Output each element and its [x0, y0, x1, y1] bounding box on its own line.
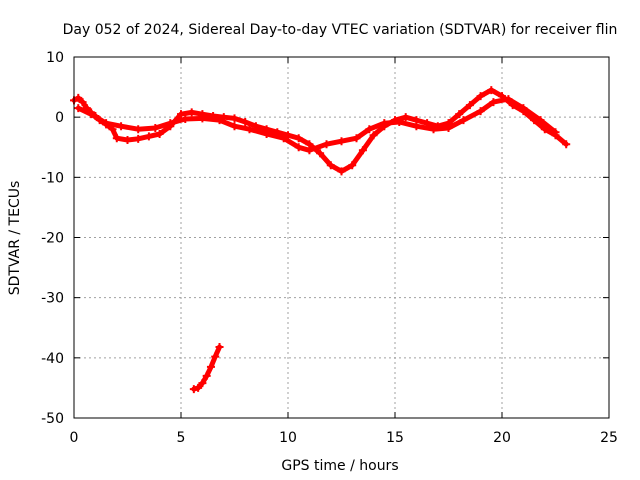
x-tick-label: 20	[493, 430, 511, 446]
data-point	[189, 385, 198, 394]
y-tick-label: -20	[41, 231, 64, 247]
data-point	[123, 136, 132, 145]
data-point	[294, 134, 303, 143]
data-point	[294, 143, 303, 152]
data-point	[279, 134, 288, 143]
data-point	[358, 146, 367, 155]
data-point	[74, 93, 83, 102]
plot-frame	[73, 56, 610, 419]
data-point	[241, 117, 250, 126]
data-point	[326, 161, 335, 170]
data-point	[322, 140, 331, 149]
data-point	[187, 108, 196, 117]
data-point	[476, 107, 485, 116]
data-point	[102, 119, 111, 128]
data-point	[316, 149, 325, 158]
x-tick-label: 5	[177, 430, 186, 446]
data-point	[395, 117, 404, 126]
data-point	[401, 113, 410, 122]
y-tick-label: -30	[41, 291, 64, 307]
y-axis-label: SDTVAR / TECUs	[7, 181, 23, 296]
data-point	[74, 104, 83, 113]
data-point	[519, 104, 528, 113]
data-point	[215, 343, 224, 352]
data-point	[206, 362, 215, 371]
data-point	[134, 134, 143, 143]
data-point	[134, 125, 143, 134]
data-point	[155, 130, 164, 139]
data-point	[112, 134, 121, 143]
data-point	[177, 110, 185, 119]
data-point	[455, 110, 464, 119]
data-point	[78, 98, 87, 107]
x-axis-label: GPS time / hours	[281, 458, 398, 474]
data-point	[348, 161, 357, 170]
data-point	[476, 92, 485, 101]
data-point	[230, 122, 239, 131]
data-point	[487, 86, 496, 95]
axis-ticks: 0 5 10 15 20 25 10 0 -10 -20 -30 -40 -50	[41, 50, 618, 446]
data-point	[365, 125, 374, 134]
data-point	[166, 119, 175, 128]
data-point	[211, 352, 220, 361]
y-tick-label: -50	[41, 411, 64, 427]
data-point	[305, 146, 314, 155]
data-points	[70, 86, 571, 394]
x-tick-label: 15	[386, 430, 404, 446]
data-point	[215, 116, 224, 125]
data-point	[465, 101, 474, 110]
data-point	[87, 110, 96, 119]
data-point	[352, 134, 361, 143]
y-tick-label: 10	[46, 50, 64, 66]
data-point	[117, 122, 126, 131]
data-point	[551, 128, 560, 137]
data-point	[369, 131, 378, 140]
series-trace-main-track	[71, 87, 569, 174]
data-point	[337, 137, 346, 146]
data-point	[459, 116, 468, 125]
data-point	[444, 123, 453, 132]
data-point	[536, 116, 545, 125]
data-point	[337, 167, 346, 176]
x-tick-label: 10	[279, 430, 297, 446]
data-point	[198, 114, 207, 123]
data-point	[489, 98, 498, 107]
data-point	[284, 131, 292, 140]
y-tick-label: -10	[41, 170, 64, 186]
data-point	[429, 125, 438, 134]
data-point	[202, 371, 211, 380]
data-point	[504, 95, 513, 104]
data-point	[230, 114, 239, 123]
chart-title: Day 052 of 2024, Sidereal Day-to-day VTE…	[63, 22, 618, 38]
data-point	[198, 379, 207, 388]
data-point	[181, 114, 190, 123]
data-point	[245, 125, 254, 134]
data-point	[144, 132, 153, 141]
data-point	[151, 123, 160, 132]
y-tick-label: 0	[55, 110, 64, 126]
data-point	[562, 140, 571, 149]
data-point	[380, 119, 389, 128]
data-point	[412, 122, 421, 131]
x-tick-label: 0	[70, 430, 79, 446]
data-point	[262, 130, 271, 139]
y-tick-label: -40	[41, 351, 64, 367]
data-point	[194, 383, 203, 392]
x-tick-label: 25	[600, 430, 618, 446]
